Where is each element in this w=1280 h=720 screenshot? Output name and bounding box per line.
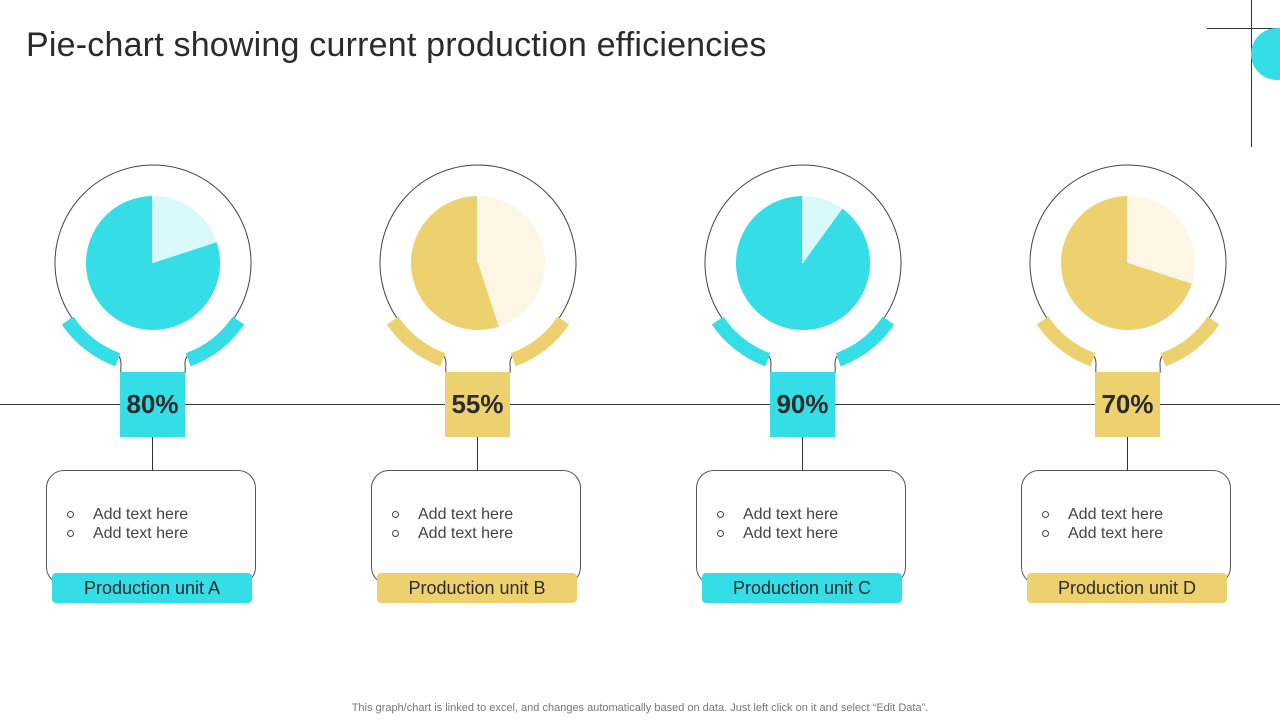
connector-curve-left <box>767 354 772 374</box>
accent-arc-right <box>510 316 570 367</box>
accent-arc-right <box>835 316 895 367</box>
connector-curve-left <box>442 354 447 374</box>
pie-chart-unit-d <box>1029 164 1227 374</box>
pie-slice-value <box>410 195 499 330</box>
production-unit-a: 80% Add text here Add text here Producti… <box>28 160 278 610</box>
ring-outline <box>1029 164 1227 339</box>
connector-curve-right <box>834 354 839 374</box>
bullet-icon <box>392 530 399 537</box>
connector-curve-right <box>184 354 189 374</box>
percent-badge-unit-c: 90% <box>770 372 835 437</box>
connector-stem <box>1127 437 1128 470</box>
list-item: Add text here <box>67 505 188 524</box>
percent-badge-unit-b: 55% <box>445 372 510 437</box>
bullet-icon <box>392 511 399 518</box>
connector-curve-right <box>1159 354 1164 374</box>
bullet-icon <box>1042 530 1049 537</box>
bullet-icon <box>717 511 724 518</box>
ring-outline <box>379 164 577 339</box>
connector-stem <box>802 437 803 470</box>
text-card-unit-d: Add text here Add text here <box>1021 470 1231 585</box>
list-item: Add text here <box>717 505 838 524</box>
text-card-unit-a: Add text here Add text here <box>46 470 256 585</box>
production-unit-d: 70% Add text here Add text here Producti… <box>1003 160 1253 610</box>
bullet-icon <box>67 530 74 537</box>
connector-curve-right <box>509 354 514 374</box>
percent-badge-unit-d: 70% <box>1095 372 1160 437</box>
list-item: Add text here <box>1042 505 1163 524</box>
accent-arc-left <box>1036 316 1096 367</box>
accent-arc-left <box>61 316 121 367</box>
pie-slice-value <box>1060 196 1192 330</box>
connector-curve-left <box>117 354 122 374</box>
accent-arc-right <box>1160 316 1220 367</box>
pie-chart-unit-a <box>54 164 252 374</box>
list-item: Add text here <box>67 524 188 543</box>
accent-arc-right <box>185 316 245 367</box>
list-item: Add text here <box>1042 524 1163 543</box>
production-unit-c: 90% Add text here Add text here Producti… <box>678 160 928 610</box>
accent-arc-left <box>711 316 771 367</box>
footer-note: This graph/chart is linked to excel, and… <box>351 702 929 714</box>
unit-label-c: Production unit C <box>702 573 902 603</box>
production-unit-b: 55% Add text here Add text here Producti… <box>353 160 603 610</box>
connector-curve-left <box>1092 354 1097 374</box>
text-card-unit-b: Add text here Add text here <box>371 470 581 585</box>
unit-label-b: Production unit B <box>377 573 577 603</box>
decorative-line-horizontal <box>1207 28 1280 29</box>
list-item: Add text here <box>717 524 838 543</box>
ring-outline <box>54 164 252 339</box>
page-title: Pie-chart showing current production eff… <box>26 26 767 64</box>
pie-chart-unit-b <box>379 164 577 374</box>
unit-label-d: Production unit D <box>1027 573 1227 603</box>
connector-stem <box>152 437 153 470</box>
percent-badge-unit-a: 80% <box>120 372 185 437</box>
bullet-icon <box>717 530 724 537</box>
ring-outline <box>704 164 902 339</box>
connector-stem <box>477 437 478 470</box>
accent-arc-left <box>386 316 446 367</box>
decorative-half-circle <box>1251 28 1280 80</box>
list-item: Add text here <box>392 505 513 524</box>
timeline-axis-line <box>0 404 1280 405</box>
pie-chart-unit-c <box>704 164 902 374</box>
bullet-icon <box>1042 511 1049 518</box>
list-item: Add text here <box>392 524 513 543</box>
unit-label-a: Production unit A <box>52 573 252 603</box>
text-card-unit-c: Add text here Add text here <box>696 470 906 585</box>
bullet-icon <box>67 511 74 518</box>
